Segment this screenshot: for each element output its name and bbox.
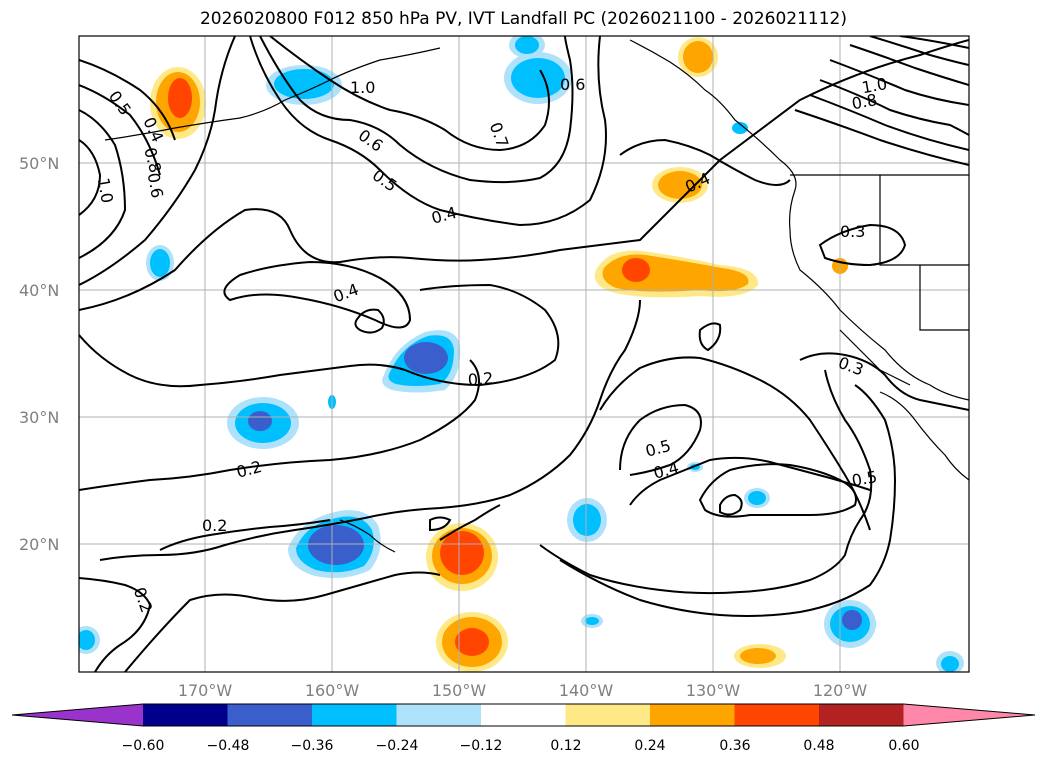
positive-anomaly-40n bbox=[594, 250, 759, 298]
colorbar-extend-max bbox=[903, 704, 1035, 726]
negative-anomaly-36n bbox=[382, 330, 461, 393]
contour-label: 0.8 bbox=[850, 90, 878, 113]
positive-anomaly-baja bbox=[734, 644, 786, 668]
colorbar-tick: −0.48 bbox=[207, 738, 250, 754]
colorbar-segment bbox=[312, 704, 397, 726]
colorbar-tick: −0.60 bbox=[122, 738, 165, 754]
contour-label: 1.0 bbox=[860, 74, 888, 97]
colorbar-segment bbox=[143, 704, 228, 726]
lon-label: 120°W bbox=[813, 681, 868, 700]
colorbar-tick: 0.24 bbox=[634, 738, 665, 754]
latitude-labels: 50°N 40°N 30°N 20°N bbox=[19, 154, 59, 554]
colorbar-tick: 0.36 bbox=[719, 738, 750, 754]
colorbar-tick: 0.12 bbox=[550, 738, 581, 754]
colorbar-segment bbox=[819, 704, 904, 726]
colorbar: −0.60 −0.48 −0.36 −0.24 −0.12 0.12 0.24 … bbox=[11, 703, 1036, 754]
negative-anomaly-southeast bbox=[824, 600, 876, 648]
colorbar-segment bbox=[396, 704, 482, 726]
contour-label: 0.6 bbox=[560, 75, 585, 94]
lon-label: 130°W bbox=[686, 681, 741, 700]
colorbar-tick: 0.60 bbox=[888, 738, 919, 754]
contour-label: 1.0 bbox=[94, 176, 117, 204]
colorbar-segment bbox=[734, 704, 820, 726]
plot-title: 2026020800 F012 850 hPa PV, IVT Landfall… bbox=[199, 9, 847, 29]
colorbar-segment bbox=[481, 704, 566, 726]
positive-anomaly-bc-coast bbox=[652, 167, 708, 203]
colorbar-tick: −0.24 bbox=[376, 738, 419, 754]
negative-anomaly-west bbox=[146, 245, 174, 281]
colorbar-tick: 0.48 bbox=[803, 738, 834, 754]
contour-label: 0.3 bbox=[840, 222, 865, 241]
colorbar-segments bbox=[11, 703, 1036, 727]
colorbar-outline bbox=[11, 703, 1036, 727]
colorbar-extend-min bbox=[12, 704, 143, 726]
lat-label: 50°N bbox=[19, 154, 59, 173]
negative-anomaly-gulf bbox=[504, 36, 572, 104]
negative-anomaly-aleutian bbox=[266, 65, 342, 105]
lat-label: 20°N bbox=[19, 535, 59, 554]
lon-label: 170°W bbox=[178, 681, 233, 700]
colorbar-segment bbox=[650, 704, 735, 726]
positive-anomaly-n-pacific bbox=[150, 67, 206, 139]
colorbar-segment bbox=[565, 704, 651, 726]
pv-contours bbox=[79, 36, 969, 672]
lon-label: 160°W bbox=[305, 681, 360, 700]
contour-label: 1.0 bbox=[350, 78, 375, 97]
coastlines bbox=[104, 39, 969, 553]
colorbar-tick: −0.36 bbox=[291, 738, 334, 754]
map-panel: 0.5 0.4 0.8 0.6 1.0 1.0 0.6 0.7 0.6 0.5 … bbox=[78, 35, 970, 673]
lat-label: 30°N bbox=[19, 408, 59, 427]
contour-label: 0.2 bbox=[467, 369, 494, 390]
positive-anomaly-hawaii bbox=[426, 523, 498, 591]
lon-label: 150°W bbox=[432, 681, 487, 700]
colorbar-ticks: −0.60 −0.48 −0.36 −0.24 −0.12 0.12 0.24 … bbox=[122, 738, 920, 754]
contour-label: 0.6 bbox=[144, 171, 167, 199]
lat-label: 40°N bbox=[19, 281, 59, 300]
contour-label: 0.5 bbox=[850, 467, 878, 490]
negative-anomaly-30n bbox=[227, 397, 299, 449]
colorbar-tick: −0.12 bbox=[460, 738, 503, 754]
colorbar-segment bbox=[227, 704, 313, 726]
lon-label: 140°W bbox=[559, 681, 614, 700]
contour-label: 0.2 bbox=[202, 516, 227, 535]
longitude-labels: 170°W 160°W 150°W 140°W 130°W 120°W bbox=[178, 681, 868, 700]
map-frame bbox=[78, 35, 970, 673]
negative-anomaly-small bbox=[79, 122, 964, 672]
negative-anomaly-south bbox=[567, 498, 607, 542]
positive-anomaly-south-hawaii bbox=[436, 612, 508, 672]
positive-anomaly-gulf-alaska bbox=[678, 37, 718, 77]
